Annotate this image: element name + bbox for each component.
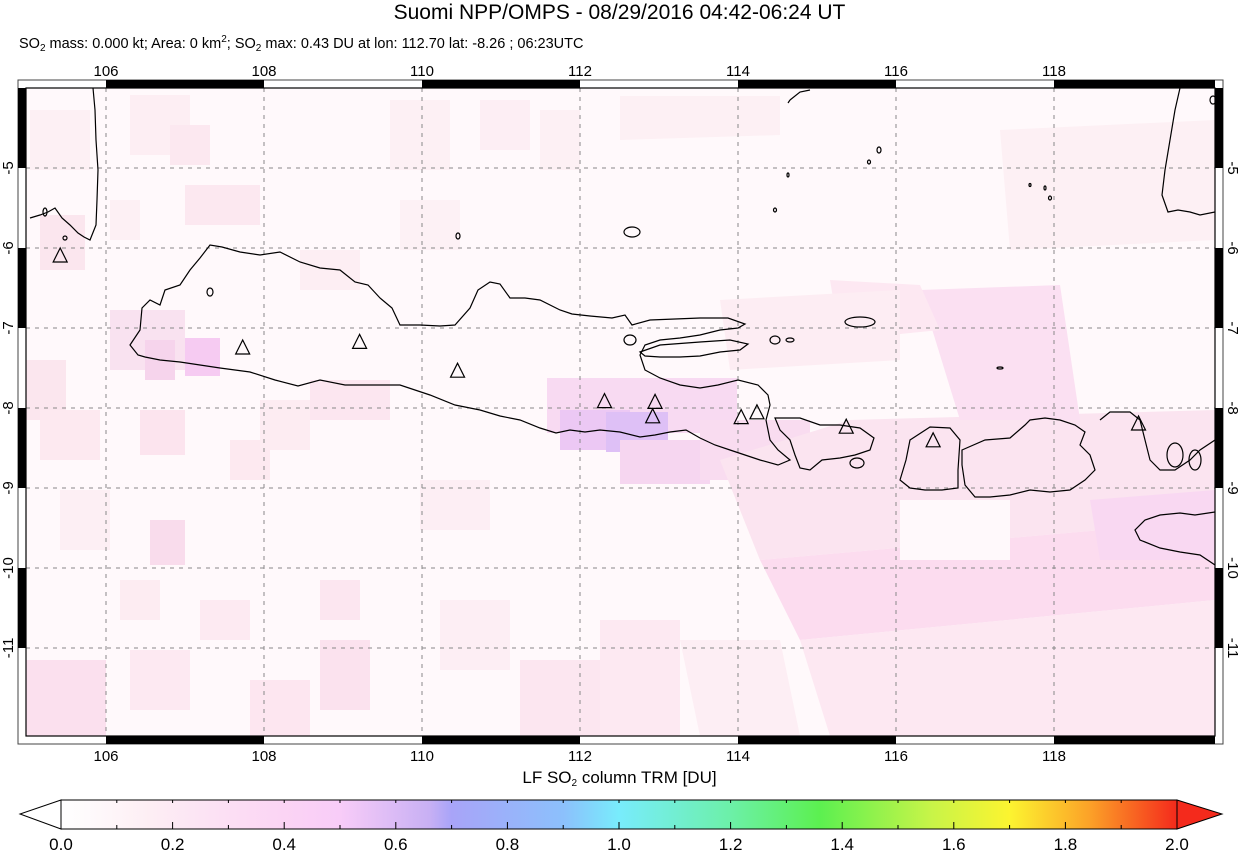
coastline-madura (638, 339, 750, 358)
longitude-labels-bottom: 106 108 110 112 114 116 118 (93, 748, 1065, 765)
coastline-sumatra (29, 88, 99, 241)
volcano-icon (644, 407, 661, 424)
lat-tick-label: -6 (1224, 241, 1239, 254)
volcano-icon (838, 417, 855, 434)
coastline-sumbawa (961, 417, 1096, 498)
colorbar-tick-label: 0.0 (49, 835, 73, 854)
lat-tick-label: -9 (1224, 481, 1239, 494)
colorbar-tick-label: 0.8 (495, 835, 520, 854)
volcano-icon (52, 246, 69, 263)
volcano-icon (449, 361, 466, 378)
volcano-icon (596, 392, 613, 409)
lat-tick-label: -8 (0, 401, 17, 414)
volcano-icon (733, 408, 750, 425)
lat-tick-label: -9 (0, 481, 17, 494)
lon-tick-label: 114 (726, 748, 750, 765)
lat-tick-label: -10 (0, 557, 17, 579)
lon-tick-label: 108 (251, 748, 276, 765)
coastline-flores (1099, 411, 1215, 471)
colorbar-over-arrow (1176, 799, 1224, 830)
colorbar-label: LF SO2 column TRM [DU] (522, 768, 717, 789)
lat-tick-label: -10 (1224, 557, 1239, 579)
lon-tick-label: 108 (251, 63, 276, 80)
colorbar-tick-label: 0.4 (272, 835, 297, 854)
lat-tick-label: -11 (1224, 638, 1239, 659)
volcano-icon (234, 338, 251, 355)
colorbar-tick-label: 1.4 (830, 835, 855, 854)
lat-tick-label: -11 (0, 638, 17, 659)
colorbar (18, 799, 1224, 830)
lat-tick-label: -5 (1224, 161, 1239, 174)
volcano-icon (748, 403, 765, 420)
volcano-icon (647, 393, 664, 409)
lon-tick-label: 106 (93, 63, 118, 80)
coastline-borneo (1161, 88, 1215, 216)
lon-tick-label: 110 (410, 63, 434, 80)
colorbar-tick-label: 1.0 (607, 835, 631, 854)
coastline-lombok (899, 426, 961, 491)
colorbar-tick-label: 1.8 (1053, 835, 1078, 854)
map-title: Suomi NPP/OMPS - 08/29/2016 04:42-06:24 … (393, 1, 846, 24)
lat-tick-label: -7 (1224, 321, 1239, 334)
lon-tick-label: 116 (884, 748, 908, 765)
colorbar-tick-label: 1.2 (718, 835, 743, 854)
coastline-java (129, 244, 792, 466)
colorbar-tick-label: 2.0 (1165, 835, 1189, 854)
coastline-sumba (1134, 511, 1215, 566)
volcano-icon (1130, 414, 1147, 431)
colorbar-tick-label: 1.6 (941, 835, 966, 854)
volcano-icon (925, 431, 942, 448)
coastlines (29, 88, 1215, 566)
colorbar-tick-label: 0.2 (160, 835, 185, 854)
lon-tick-label: 116 (884, 63, 908, 80)
latitude-labels-right: -5 -6 -7 -8 -9 -10 -11 (1224, 161, 1239, 658)
lat-tick-label: -8 (1224, 401, 1239, 414)
volcano-icon (351, 333, 368, 349)
longitude-labels-top: 106 108 110 112 114 116 118 (93, 63, 1065, 80)
lat-tick-label: -5 (0, 161, 17, 174)
coastline-bali (774, 417, 875, 471)
lon-tick-label: 114 (726, 63, 750, 80)
lon-tick-label: 106 (93, 748, 118, 765)
latitude-labels-left: -5 -6 -7 -8 -9 -10 -11 (0, 161, 17, 658)
so2-summary: SO2 mass: 0.000 kt; Area: 0 km2; SO2 max… (19, 34, 584, 54)
so2-field (26, 88, 1215, 736)
lat-tick-label: -6 (0, 241, 17, 254)
lon-tick-label: 112 (568, 748, 592, 765)
lon-tick-label: 118 (1042, 748, 1066, 765)
lat-tick-label: -7 (0, 321, 17, 334)
colorbar-gradient (60, 799, 1178, 830)
volcano-markers (52, 246, 1147, 448)
colorbar-under-arrow (18, 799, 62, 830)
lon-tick-label: 112 (568, 63, 592, 80)
lon-tick-label: 110 (410, 748, 434, 765)
colorbar-tick-label: 0.6 (383, 835, 408, 854)
lon-tick-label: 118 (1042, 63, 1066, 80)
map-frame (17, 79, 1224, 745)
